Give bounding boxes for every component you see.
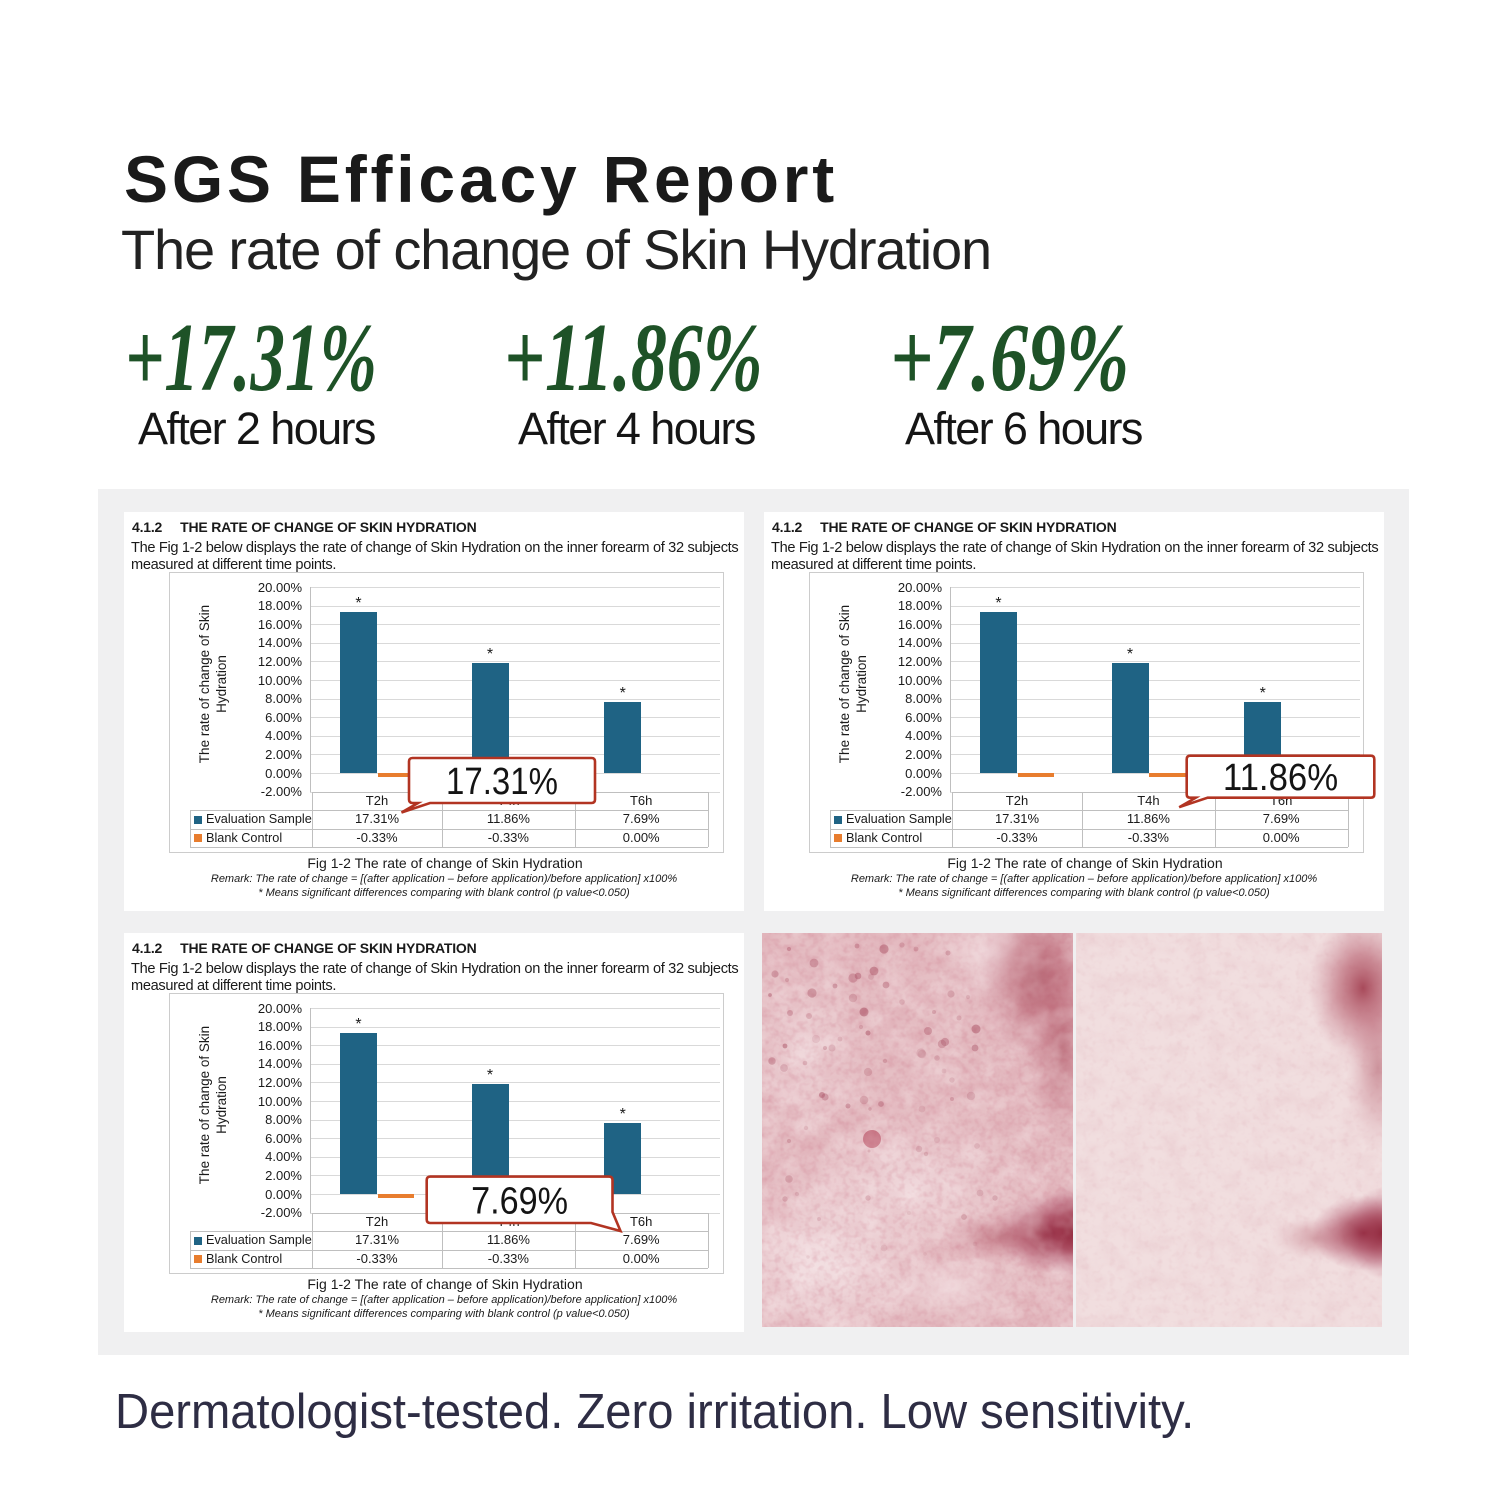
svg-text:7.69%: 7.69%	[471, 1179, 568, 1222]
svg-text:11.86%: 11.86%	[1223, 756, 1338, 799]
svg-text:17.31%: 17.31%	[446, 760, 558, 803]
